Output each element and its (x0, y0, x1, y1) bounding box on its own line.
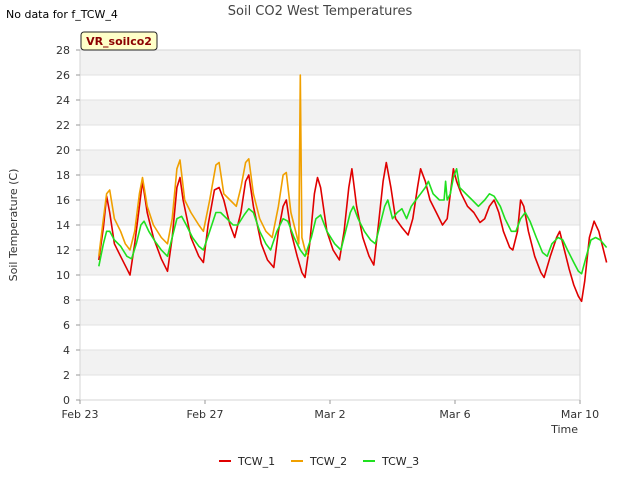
y-tick-label: 4 (63, 344, 70, 357)
plot-band (80, 375, 580, 400)
plot-band (80, 350, 580, 375)
y-tick-label: 14 (56, 219, 70, 232)
y-tick-label: 22 (56, 119, 70, 132)
plot-band (80, 200, 580, 225)
plot-band (80, 300, 580, 325)
y-tick-label: 2 (63, 369, 70, 382)
site-label-background (80, 31, 158, 51)
series-lines (98, 74, 608, 303)
y-tick-label: 18 (56, 169, 70, 182)
site-label-box: VR_soilco2 (80, 31, 158, 51)
plot-band (80, 250, 580, 275)
plot-band (80, 50, 580, 75)
plot-band (80, 175, 580, 200)
x-tick-label: Feb 23 (62, 408, 99, 421)
y-tick-label: 24 (56, 94, 70, 107)
y-tick-label: 0 (63, 394, 70, 407)
legend-label: TCW_1 (237, 455, 275, 468)
plot-band (80, 125, 580, 150)
legend: TCW_1 TCW_2 TCW_3 (219, 455, 419, 468)
x-tick-label: Mar 6 (439, 408, 470, 421)
series-line-tcw-2 (98, 74, 309, 257)
series-line-tcw-3 (98, 168, 608, 275)
y-tick-label: 8 (63, 294, 70, 307)
x-axis: Feb 23 Feb 27 Mar 2 Mar 6 Mar 10 (62, 400, 599, 421)
y-tick-label: 28 (56, 44, 70, 57)
y-tick-label: 10 (56, 269, 70, 282)
y-tick-label: 16 (56, 194, 70, 207)
y-tick-label: 12 (56, 244, 70, 257)
site-label: VR_soilco2 (86, 35, 152, 48)
plot-band (80, 100, 580, 125)
chart-title: Soil CO2 West Temperatures (228, 4, 413, 19)
plot-band (80, 325, 580, 350)
plot-band (80, 75, 580, 100)
legend-label: TCW_2 (309, 455, 347, 468)
plot-band (80, 150, 580, 175)
status-text: No data for f_TCW_4 (6, 8, 118, 21)
x-axis-label: Time (550, 423, 578, 436)
y-tick-label: 6 (63, 319, 70, 332)
plot-band (80, 275, 580, 300)
y-axis-label: Soil Temperature (C) (7, 169, 20, 282)
y-tick-label: 20 (56, 144, 70, 157)
plot-bands (80, 50, 580, 400)
x-tick-label: Mar 2 (314, 408, 345, 421)
y-tick-label: 26 (56, 69, 70, 82)
x-tick-label: Feb 27 (187, 408, 224, 421)
legend-label: TCW_3 (381, 455, 419, 468)
x-tick-label: Mar 10 (561, 408, 599, 421)
